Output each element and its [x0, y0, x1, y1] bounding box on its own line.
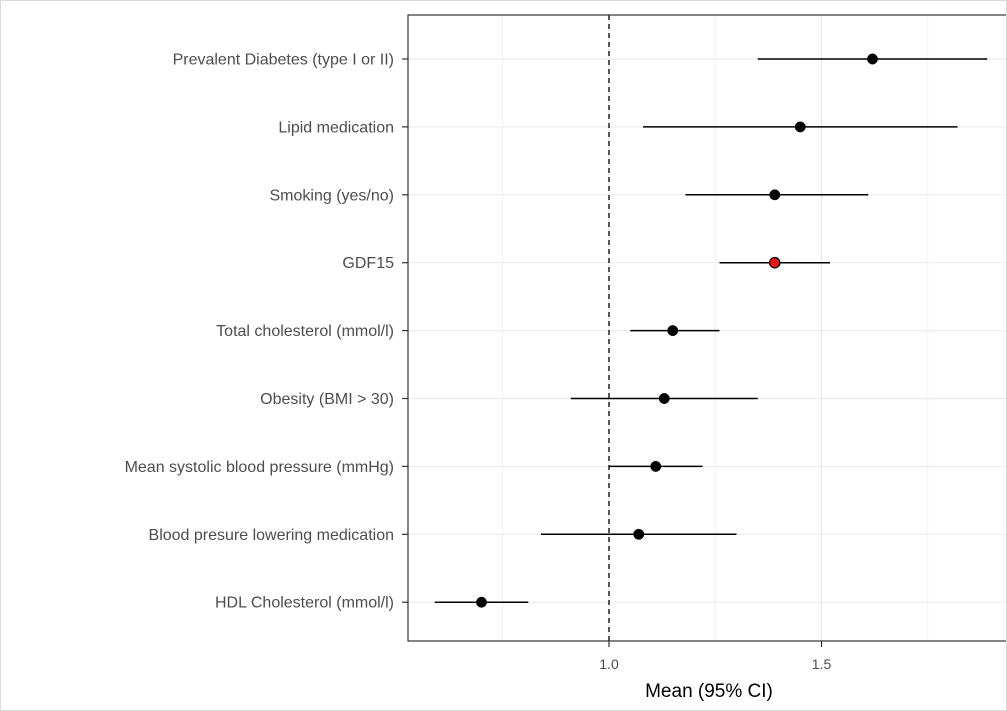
y-tick-label: Obesity (BMI > 30) — [260, 391, 394, 408]
y-tick-label: Prevalent Diabetes (type I or II) — [173, 52, 394, 69]
y-tick-label: GDF15 — [342, 255, 394, 272]
y-tick-mark-layer — [402, 58, 408, 603]
x-tick-label: 1.0 — [599, 656, 619, 672]
x-tick-label: 1.5 — [812, 656, 832, 672]
estimate-point — [867, 53, 878, 65]
estimate-point — [794, 121, 806, 133]
estimate-point — [658, 393, 670, 404]
estimate-point — [476, 596, 487, 608]
x-axis-title: Mean (95% CI) — [645, 681, 773, 702]
estimate-point — [633, 528, 645, 540]
y-tick-label: HDL Cholesterol (mmol/l) — [215, 595, 394, 612]
y-tick-label: Smoking (yes/no) — [270, 187, 395, 204]
y-tick-label: Blood presure lowering medication — [149, 527, 394, 544]
plot-panel-background — [408, 15, 1006, 641]
y-tick-label: Lipid medication — [278, 119, 394, 136]
estimate-point — [650, 460, 662, 472]
estimate-point — [769, 189, 781, 201]
estimate-point — [667, 325, 679, 337]
x-tick-layer: 1.0 1.5 — [599, 641, 831, 672]
estimate-point-highlighted — [768, 256, 781, 269]
y-tick-label: Mean systolic blood pressure (mmHg) — [125, 459, 394, 476]
plot-panel-border — [407, 14, 1006, 642]
y-tick-label: Total cholesterol (mmol/l) — [216, 323, 394, 340]
y-tick-label-layer: Prevalent Diabetes (type I or II) Lipid m… — [125, 52, 395, 612]
estimate-point-layer — [476, 53, 878, 608]
